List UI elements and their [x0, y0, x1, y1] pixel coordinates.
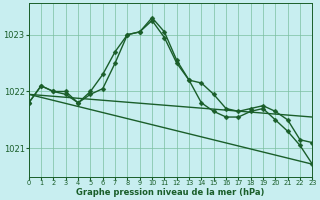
X-axis label: Graphe pression niveau de la mer (hPa): Graphe pression niveau de la mer (hPa) [76, 188, 265, 197]
